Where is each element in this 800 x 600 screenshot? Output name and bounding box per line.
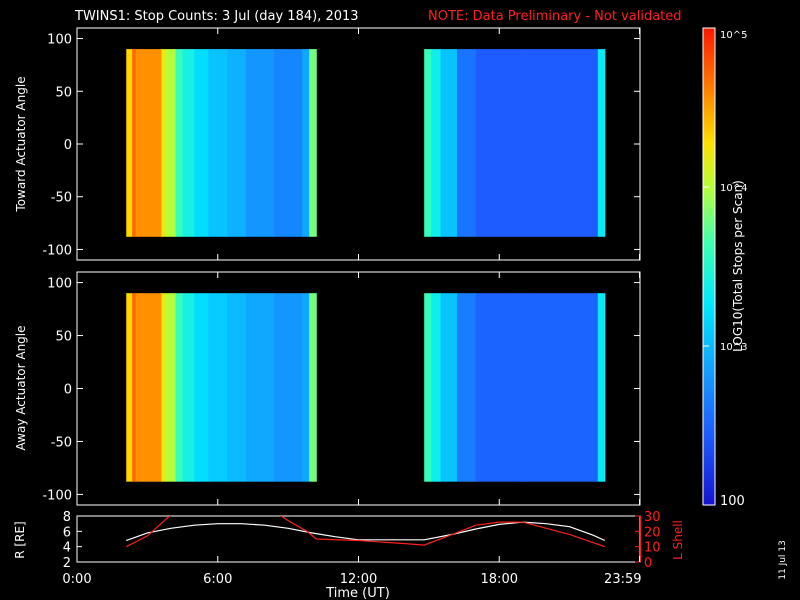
- lshell-tick-label: 20: [644, 525, 661, 540]
- colorbar-ticks: 10^5 10^4 10^3 100: [703, 27, 747, 509]
- heatmap-band-0-8: [208, 293, 228, 482]
- lshell-axis-line: [640, 516, 641, 562]
- heatmap-band-1-5: [522, 293, 599, 482]
- heatmap-band-0-7: [194, 293, 209, 482]
- heatmap-band-0-3: [161, 293, 167, 482]
- time-tick-label: 18:00: [481, 572, 518, 587]
- lshell-line: [126, 516, 605, 548]
- heatmap-band-1-3: [457, 293, 477, 482]
- y-tick-label: 50: [55, 330, 72, 345]
- lshell-tick-label: 10: [644, 541, 661, 556]
- colorbar-tick-label: 10^4: [720, 183, 747, 194]
- heatmap-band-0-4: [166, 293, 177, 482]
- heatmap-band-0-8: [208, 49, 228, 237]
- lshell-tick-label: 30: [644, 510, 661, 525]
- heatmap-band-0-4: [166, 49, 177, 237]
- time-tick-label: 0:00: [62, 572, 91, 587]
- heatmap-band-1-2: [440, 49, 458, 237]
- colorbar-tick-label: 10^5: [720, 30, 747, 41]
- y-tick-label: -50: [51, 191, 72, 206]
- y-tick-label: -50: [51, 435, 72, 450]
- heatmap-band-0-2: [135, 49, 162, 237]
- lshell-axis-label: L Shell: [671, 520, 685, 560]
- y-tick-label: -100: [42, 243, 72, 258]
- heatmap-band-1-3: [457, 49, 477, 237]
- time-axis-ticks: 0:00 6:00 12:00 18:00 23:59: [62, 556, 642, 587]
- r-line: [126, 521, 606, 542]
- toward-actuator-panel: 100 50 0 -50 -100 Toward Actuator Angle: [14, 27, 641, 261]
- heatmap-band-0-9: [227, 49, 247, 237]
- heatmap-band-1-2: [440, 293, 458, 482]
- heatmap-band-0-9: [227, 293, 247, 482]
- heatmap-band-1-6: [597, 49, 606, 237]
- r-tick-label: 2: [63, 556, 71, 571]
- time-axis-label: Time (UT): [325, 586, 390, 600]
- time-tick-label: 23:59: [604, 572, 641, 587]
- heatmap-band-1-0: [424, 49, 432, 237]
- heatmap-band-0-12: [302, 49, 310, 237]
- preliminary-note: NOTE: Data Preliminary - Not validated: [428, 9, 682, 24]
- toward-y-label: Toward Actuator Angle: [14, 76, 28, 212]
- heatmap-band-0-10: [245, 293, 275, 482]
- heatmap-band-1-4: [475, 49, 524, 237]
- r-tick-label: 8: [63, 510, 71, 525]
- date-stamp: 11 Jul 13: [778, 540, 788, 580]
- toward-y-ticks: 100 50 0 -50 -100: [42, 28, 641, 260]
- colorbar-tick-label: 10^3: [720, 342, 747, 353]
- colorbar-tick-label: 100: [720, 494, 745, 509]
- heatmap-band-1-4: [475, 293, 524, 482]
- lshell-tick-label: 0: [644, 556, 652, 571]
- heatmap-band-0-6: [182, 293, 195, 482]
- away-y-label: Away Actuator Angle: [14, 325, 28, 450]
- y-tick-label: 0: [64, 383, 72, 398]
- heatmap-band-1-1: [431, 293, 442, 482]
- colorbar-label: LOG10(Total Stops per Scan): [731, 180, 745, 352]
- heatmap-band-0-1: [132, 293, 137, 482]
- heatmap-band-0-11: [274, 49, 303, 237]
- heatmap-band-0-3: [161, 49, 167, 237]
- time-tick-label: 6:00: [203, 572, 232, 587]
- heatmap-band-0-5: [175, 293, 184, 482]
- heatmap-band-0-11: [274, 293, 303, 482]
- heatmap-band-0-13: [309, 49, 317, 237]
- heatmap-band-0-10: [245, 49, 275, 237]
- away-y-ticks: 100 50 0 -50 -100: [42, 272, 641, 505]
- time-tick-label: 12:00: [340, 572, 377, 587]
- heatmap-band-0-2: [135, 293, 162, 482]
- heatmap-band-0-0: [126, 49, 133, 237]
- heatmap-band-1-6: [597, 293, 606, 482]
- colorbar: 10^5 10^4 10^3 100 LOG10(Total Stops per Sc…: [702, 27, 747, 509]
- ephemeris-lines: [126, 516, 606, 548]
- heatmap-band-0-1: [132, 49, 137, 237]
- heatmap-band-0-12: [302, 293, 310, 482]
- heatmap-band-1-5: [522, 49, 599, 237]
- heatmap-band-0-6: [182, 49, 195, 237]
- away-actuator-panel: 100 50 0 -50 -100 Away Actuator Angle: [14, 271, 641, 506]
- colorbar-gradient: [702, 27, 716, 506]
- plot-title: TWINS1: Stop Counts: 3 Jul (day 184), 20…: [74, 9, 359, 24]
- y-tick-label: 50: [55, 85, 72, 100]
- heatmap-band-0-0: [126, 293, 133, 482]
- y-tick-label: -100: [42, 488, 72, 503]
- heatmap-band-0-5: [175, 49, 184, 237]
- y-tick-label: 0: [64, 138, 72, 153]
- heatmap-band-1-1: [431, 49, 442, 237]
- heatmap-blocks-away: [126, 293, 606, 482]
- r-axis-label: R [RE]: [13, 521, 27, 558]
- heatmap-band-0-13: [309, 293, 317, 482]
- r-tick-label: 4: [63, 541, 71, 556]
- heatmap-band-1-0: [424, 293, 432, 482]
- y-tick-label: 100: [47, 277, 72, 292]
- heatmap-band-0-7: [194, 49, 209, 237]
- r-tick-label: 6: [63, 525, 71, 540]
- y-tick-label: 100: [47, 33, 72, 48]
- heatmap-blocks-toward: [126, 49, 606, 237]
